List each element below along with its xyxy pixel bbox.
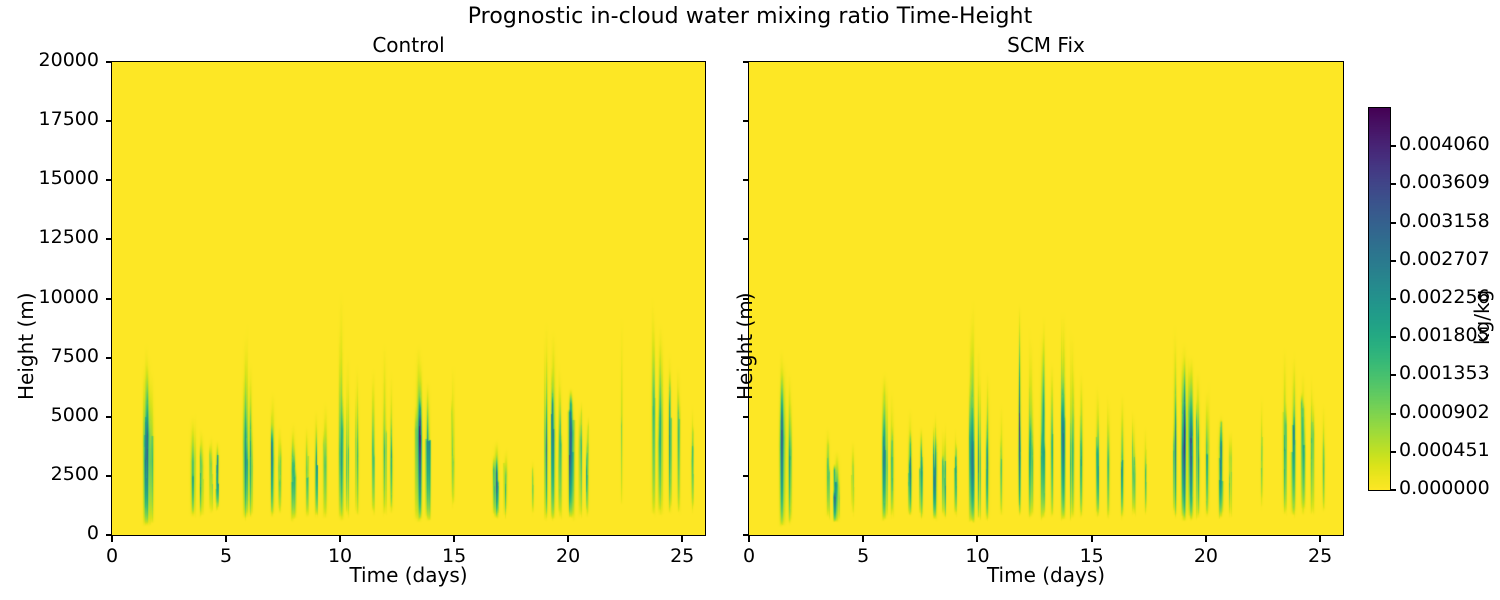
x-tick-mark-1-1 [862,536,864,542]
colorbar-tick-mark-8 [1390,183,1396,185]
figure-title: Prognostic in-cloud water mixing ratio T… [467,4,1033,29]
y-tick-label-3: 7500 [50,344,99,367]
colorbar-tick-label-3: 0.001353 [1399,362,1490,385]
x-tick-mark-1-5 [1319,536,1321,542]
y-tick-label-1: 2500 [50,462,99,485]
x-tick-label-1-1: 5 [857,545,870,567]
x-tick-label-1-3: 15 [1079,545,1104,567]
colorbar-tick-label-6: 0.002707 [1399,247,1490,270]
x-tick-mark-0-2 [339,536,341,542]
heatmap-control [112,62,705,535]
x-tick-label-1-4: 20 [1193,545,1219,567]
colorbar-tick-mark-7 [1390,222,1396,224]
y-tick-mark-0-1 [106,475,112,477]
x-tick-label-0-3: 15 [442,545,467,567]
colorbar-gradient [1369,108,1390,490]
x-axis-label-control: Time (days) [349,563,468,587]
y-tick-mark-0-5 [106,238,112,240]
y-tick-label-7: 17500 [38,108,99,131]
y-axis-label-scm-fix: Height (m) [733,292,757,400]
x-tick-mark-0-0 [111,536,113,542]
y-tick-label-2: 5000 [50,403,99,426]
x-tick-mark-1-3 [1091,536,1093,542]
x-tick-label-1-0: 0 [742,545,756,567]
x-tick-label-0-5: 25 [670,545,695,567]
y-tick-mark-0-3 [106,357,112,359]
x-tick-mark-0-1 [225,536,227,542]
y-tick-mark-0-8 [106,61,112,63]
y-tick-label-0: 0 [86,522,99,544]
y-tick-mark-1-0 [743,534,749,536]
y-tick-mark-1-2 [743,416,749,418]
y-tick-mark-0-6 [106,179,112,181]
colorbar-tick-label-2: 0.000902 [1399,400,1490,423]
y-tick-mark-0-0 [106,534,112,536]
x-tick-mark-1-2 [976,536,978,542]
y-tick-label-8: 20000 [38,49,99,71]
heatmap-scm-fix [749,62,1343,535]
x-tick-label-0-4: 20 [556,545,581,567]
x-tick-label-0-2: 10 [327,545,353,567]
x-tick-label-1-5: 25 [1308,545,1333,567]
colorbar-tick-label-7: 0.003158 [1399,209,1490,232]
colorbar-tick-mark-9 [1390,145,1396,147]
y-tick-mark-0-4 [106,298,112,300]
y-tick-label-5: 12500 [38,226,99,249]
colorbar-tick-mark-3 [1390,374,1396,376]
x-tick-mark-0-3 [453,536,455,542]
y-tick-mark-1-4 [743,298,749,300]
x-tick-label-1-2: 10 [965,545,990,567]
y-tick-label-6: 15000 [38,167,99,190]
x-axis-label-scm-fix: Time (days) [986,563,1106,587]
x-tick-mark-0-5 [681,536,683,542]
y-tick-mark-1-7 [743,120,749,122]
colorbar-tick-label-1: 0.000451 [1399,438,1490,461]
y-tick-mark-1-1 [743,475,749,477]
x-tick-mark-1-4 [1205,536,1207,542]
x-tick-mark-0-4 [567,536,569,542]
panel-title-scm-fix: SCM Fix [1007,33,1085,57]
y-tick-mark-0-7 [106,120,112,122]
y-tick-mark-1-6 [743,179,749,181]
x-tick-label-0-1: 5 [219,545,233,567]
panel-title-control: Control [372,33,445,57]
colorbar-tick-label-9: 0.004060 [1399,133,1490,156]
x-tick-mark-1-0 [748,536,750,542]
colorbar-tick-label-5: 0.002256 [1399,285,1490,308]
x-tick-label-0-0: 0 [105,545,119,567]
colorbar-tick-label-4: 0.001805 [1399,324,1490,347]
colorbar-tick-mark-0 [1390,489,1396,491]
y-tick-mark-1-5 [743,238,749,240]
colorbar-tick-mark-1 [1390,451,1396,453]
colorbar-tick-label-0: 0.000000 [1399,477,1490,499]
colorbar-tick-mark-6 [1390,260,1396,262]
colorbar-tick-mark-4 [1390,336,1396,338]
y-tick-label-4: 10000 [38,285,99,308]
colorbar-tick-label-8: 0.003609 [1399,171,1490,194]
colorbar-tick-mark-2 [1390,413,1396,415]
y-tick-mark-1-3 [743,357,749,359]
y-tick-mark-1-8 [743,61,749,63]
colorbar-tick-mark-5 [1390,298,1396,300]
y-tick-mark-0-2 [106,416,112,418]
